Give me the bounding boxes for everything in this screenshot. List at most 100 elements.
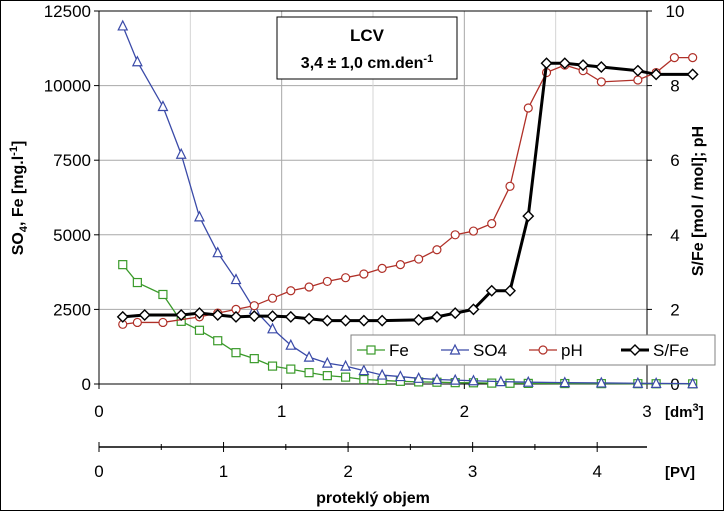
data-point <box>687 377 699 389</box>
annotation-title: LCV <box>350 26 385 45</box>
right-tick-label: 2 <box>670 300 679 319</box>
series-s-fe <box>116 57 699 327</box>
right-tick-label: 8 <box>670 77 679 96</box>
data-point <box>340 359 352 371</box>
x-axis-ticks: 0 1 2 3 <box>94 384 652 421</box>
data-point <box>412 313 425 326</box>
data-point <box>359 374 369 385</box>
data-point <box>431 373 443 385</box>
data-point <box>286 364 296 374</box>
data-point <box>175 309 188 321</box>
data-point <box>138 309 151 321</box>
data-point <box>249 354 259 364</box>
data-point <box>286 286 296 296</box>
data-point <box>267 293 278 303</box>
data-point <box>395 260 405 270</box>
data-point <box>468 226 479 236</box>
data-point <box>376 368 388 380</box>
data-point <box>650 68 663 81</box>
legend-marker <box>449 343 461 355</box>
data-point <box>322 276 332 287</box>
data-point <box>158 317 168 328</box>
plot-border <box>98 10 648 385</box>
data-point <box>522 210 535 223</box>
data-point <box>540 57 553 70</box>
data-point <box>450 230 460 240</box>
data-point <box>686 68 699 81</box>
legend-label: SO4 <box>473 341 507 360</box>
data-point <box>487 378 497 388</box>
left-tick-label: 5000 <box>53 226 91 245</box>
data-point <box>505 181 515 191</box>
data-point <box>213 336 223 346</box>
data-point <box>322 371 332 381</box>
data-point <box>285 338 297 350</box>
right-tick-label: 6 <box>670 151 679 170</box>
data-point <box>116 310 129 323</box>
data-point <box>266 310 279 323</box>
data-point <box>376 314 389 327</box>
data-point <box>359 269 369 279</box>
right-tick-label: 4 <box>670 226 679 245</box>
data-point <box>504 284 516 297</box>
data-point <box>357 314 370 327</box>
right-tick-label: 0 <box>670 375 679 394</box>
data-point <box>284 310 297 323</box>
data-point <box>449 373 461 385</box>
series-so4 <box>117 19 699 389</box>
data-point <box>631 64 644 77</box>
legend-items: Fe SO4 pH S/Fe <box>357 341 689 360</box>
data-point <box>505 378 515 388</box>
data-point <box>487 219 497 229</box>
data-point <box>467 374 479 386</box>
data-point <box>595 376 607 388</box>
data-point <box>211 309 224 321</box>
data-point <box>193 210 205 222</box>
left-tick-label: 10000 <box>44 77 91 96</box>
x2-tick-label: 3 <box>468 462 477 481</box>
data-point <box>632 376 644 388</box>
data-point <box>158 289 168 300</box>
series-layer <box>116 19 699 389</box>
x-tick-label: 1 <box>277 402 286 421</box>
data-point <box>558 57 571 70</box>
data-point <box>118 260 128 270</box>
data-point <box>341 273 351 283</box>
left-tick-label: 7500 <box>53 151 91 170</box>
data-point <box>321 356 333 368</box>
data-point <box>523 103 533 113</box>
data-point <box>117 19 129 31</box>
data-point <box>467 303 480 316</box>
data-point <box>577 59 590 72</box>
data-point <box>358 364 370 376</box>
data-point <box>132 317 142 328</box>
data-point <box>559 376 571 388</box>
data-point <box>449 307 462 320</box>
data-point <box>230 310 242 323</box>
series-line <box>122 61 693 323</box>
data-point <box>485 284 498 297</box>
data-point <box>669 53 680 63</box>
x-tick-label: 3 <box>642 402 651 421</box>
left-axis-title: SO4, Fe [mg.l-1] <box>8 141 30 256</box>
legend-marker <box>366 345 376 355</box>
data-point <box>304 368 314 378</box>
annotation-value: 3,4 ± 1,0 cm.den-1 <box>301 53 433 72</box>
x2-tick-label: 0 <box>94 462 103 481</box>
x2-axis: 0 1 2 3 4 <box>94 442 647 481</box>
series-line <box>122 264 693 385</box>
x-tick-label: 0 <box>94 402 103 421</box>
x-tick-label: 2 <box>460 402 469 421</box>
data-point <box>303 312 316 325</box>
data-point <box>432 245 442 255</box>
legend-marker <box>538 345 548 355</box>
data-point <box>194 325 205 335</box>
x2-axis-unit: [PV] <box>665 464 695 481</box>
data-point <box>339 314 352 327</box>
data-point <box>341 372 351 382</box>
data-point <box>377 263 387 273</box>
right-axis-ticks: 0 2 4 6 8 10 <box>647 2 684 394</box>
data-point <box>430 310 443 323</box>
